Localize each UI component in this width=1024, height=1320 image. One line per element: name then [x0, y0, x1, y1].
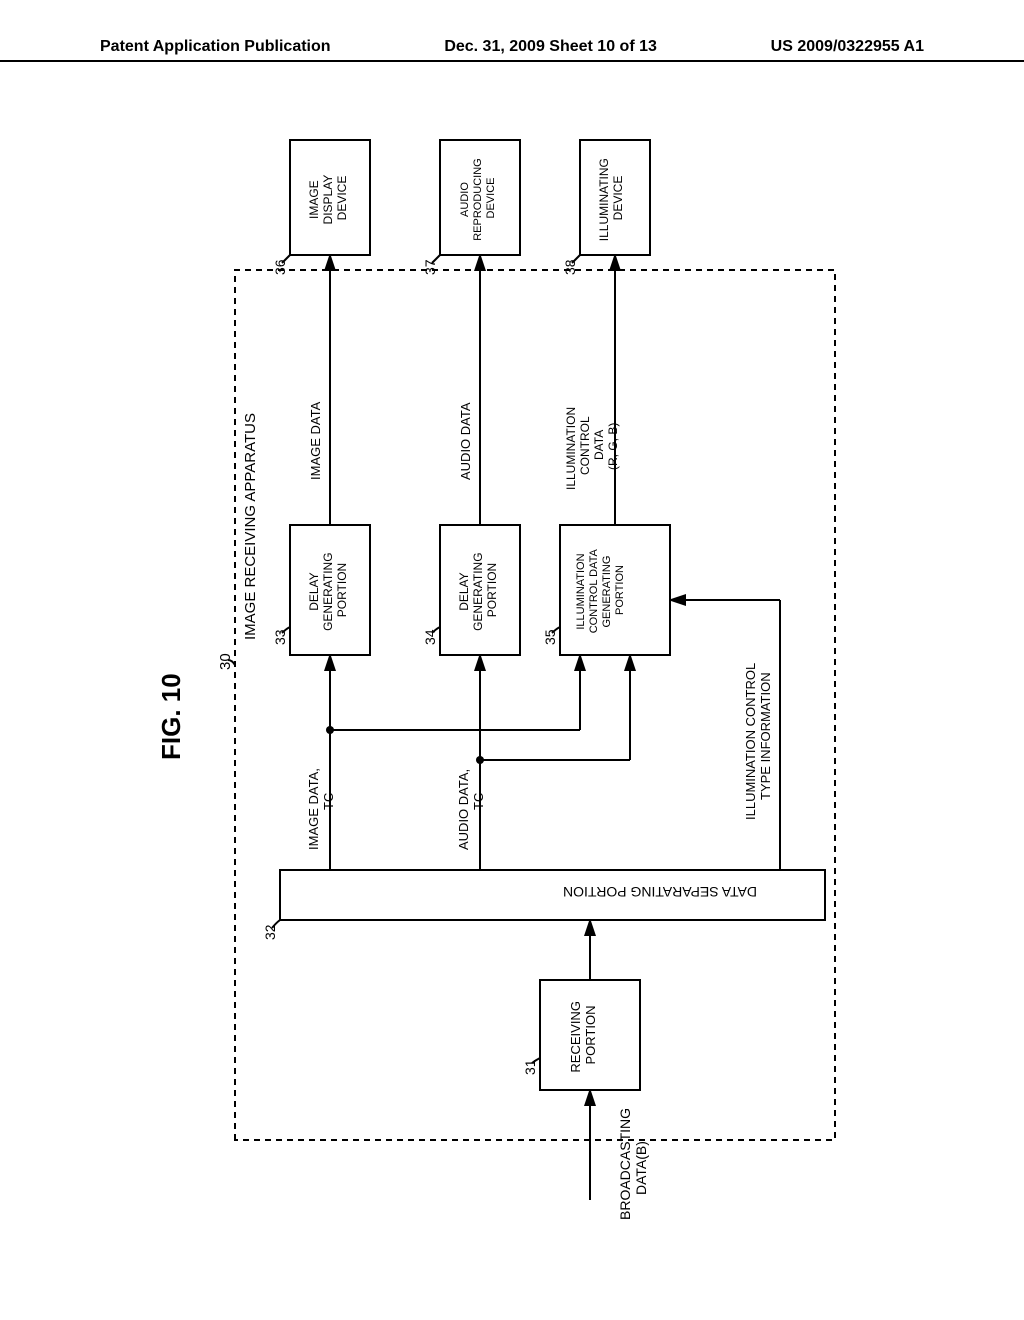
sig-img-out: IMAGE DATA	[308, 401, 323, 480]
page: Patent Application Publication Dec. 31, …	[0, 0, 1024, 1320]
separating-label: DATA SEPARATING PORTION	[563, 884, 757, 900]
sig-aud-tc: AUDIO DATA, TC	[456, 765, 486, 850]
receiving-label: RECEIVING PORTION	[568, 997, 598, 1072]
illum-gen-num: 35	[542, 629, 558, 645]
illum-dev-num: 38	[562, 259, 578, 275]
display-label: IMAGE DISPLAY DEVICE	[307, 172, 349, 225]
input-signal-label: BROADCASTING DATA(B)	[617, 1104, 649, 1220]
audio-dev-num: 37	[422, 259, 438, 275]
sig-illum-out: ILLUMINATION CONTROL DATA (R, G, B)	[564, 404, 620, 490]
separating-num: 32	[262, 924, 278, 940]
page-header: Patent Application Publication Dec. 31, …	[0, 38, 1024, 62]
figure-label: FIG. 10	[156, 673, 186, 760]
display-num: 36	[272, 259, 288, 275]
diagram-rotated-container: FIG. 10 30 IMAGE RECEIVING APPARATUS BRO…	[0, 295, 1024, 1045]
sig-illum-type: ILLUMINATION CONTROL TYPE INFORMATION	[743, 660, 773, 820]
header-center: Dec. 31, 2009 Sheet 10 of 13	[444, 38, 657, 56]
delay1-num: 33	[272, 629, 288, 645]
sig-img-tc: IMAGE DATA, TC	[306, 765, 336, 850]
header-left: Patent Application Publication	[100, 38, 331, 56]
block-diagram: FIG. 10 30 IMAGE RECEIVING APPARATUS BRO…	[140, 120, 890, 1220]
sig-aud-out: AUDIO DATA	[458, 402, 473, 480]
delay2-num: 34	[422, 629, 438, 645]
header-right: US 2009/0322955 A1	[771, 38, 924, 56]
apparatus-label: IMAGE RECEIVING APPARATUS	[242, 413, 259, 640]
